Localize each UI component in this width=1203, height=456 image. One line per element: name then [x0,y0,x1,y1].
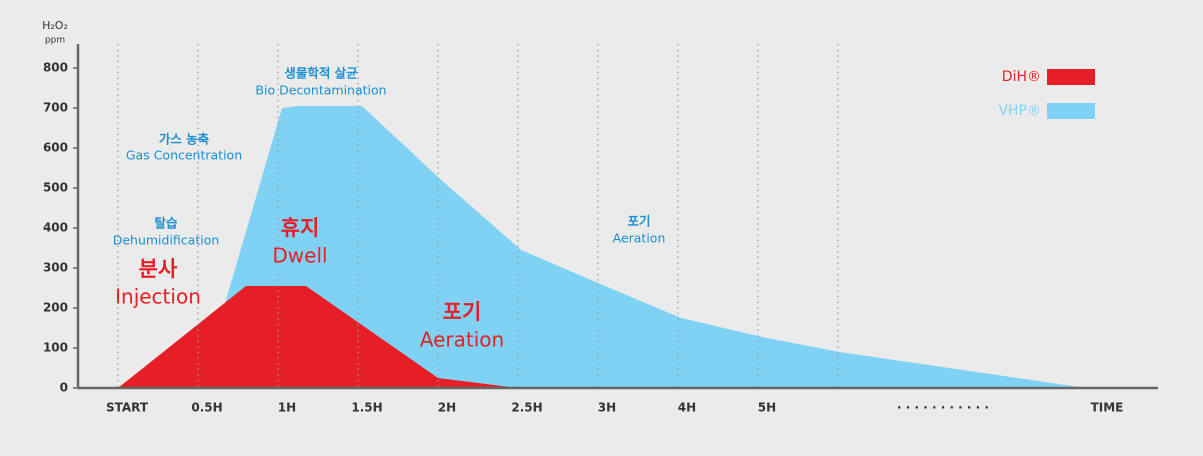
annotation: Dwell [272,244,327,268]
annotation: 생물학적 살균 [284,66,358,81]
y-tick-label: 200 [43,301,68,315]
y-tick-label: 800 [43,61,68,75]
annotation: 포기 [627,214,650,229]
x-tick-label: 4H [678,401,696,415]
area [118,286,518,388]
x-tick-label: 1H [278,401,296,415]
y-tick-label: 0 [60,381,68,395]
y-tick-label: 500 [43,181,68,195]
legend: DiH® VHP® [998,69,1095,119]
annotation: Aeration [613,231,666,246]
annotation: Gas Concentration [126,148,242,163]
annotation: Injection [115,285,201,309]
y-tick-label: 100 [43,341,68,355]
annotation: 가스 농축 [159,132,210,147]
x-tick-label: TIME [1091,401,1124,415]
annotation: Dehumidification [113,233,220,248]
annotation: 휴지 [281,216,320,240]
x-tick-label: · · · · · · · · · · · [897,401,989,415]
areas [118,106,1086,388]
y-tick-label: 600 [43,141,68,155]
y-axis-label: H₂O₂ [42,19,68,32]
y-tick-label: 300 [43,261,68,275]
x-tick-label: 3H [598,401,616,415]
axes: 0 100 200 300 400 500 600 700 800 START 0.5H 1H 1.5H… [43,44,1158,415]
annotations: 생물학적 살균 Bio Decontamination 가스 농축 Gas Co… [113,66,666,352]
x-tick-label: 2.5H [511,401,542,415]
annotation: Bio Decontamination [255,83,386,98]
legend-label: VHP® [998,103,1041,119]
x-tick-label: START [106,401,149,415]
y-tick-label: 400 [43,221,68,235]
x-tick-label: 1.5H [351,401,382,415]
annotation: Aeration [420,328,504,352]
x-tick-label: 0.5H [191,401,222,415]
y-tick-label: 700 [43,101,68,115]
y-axis-unit: ppm [45,36,65,46]
legend-swatch [1047,69,1095,85]
legend-swatch [1047,103,1095,119]
legend-label: DiH® [1002,69,1041,85]
area [200,106,1086,388]
x-tick-label: 5H [758,401,776,415]
annotation: 분사 [139,257,178,281]
annotation: 포기 [443,300,482,324]
grid [117,44,839,388]
x-tick-label: 2H [438,401,456,415]
annotation: 탈습 [154,216,178,231]
